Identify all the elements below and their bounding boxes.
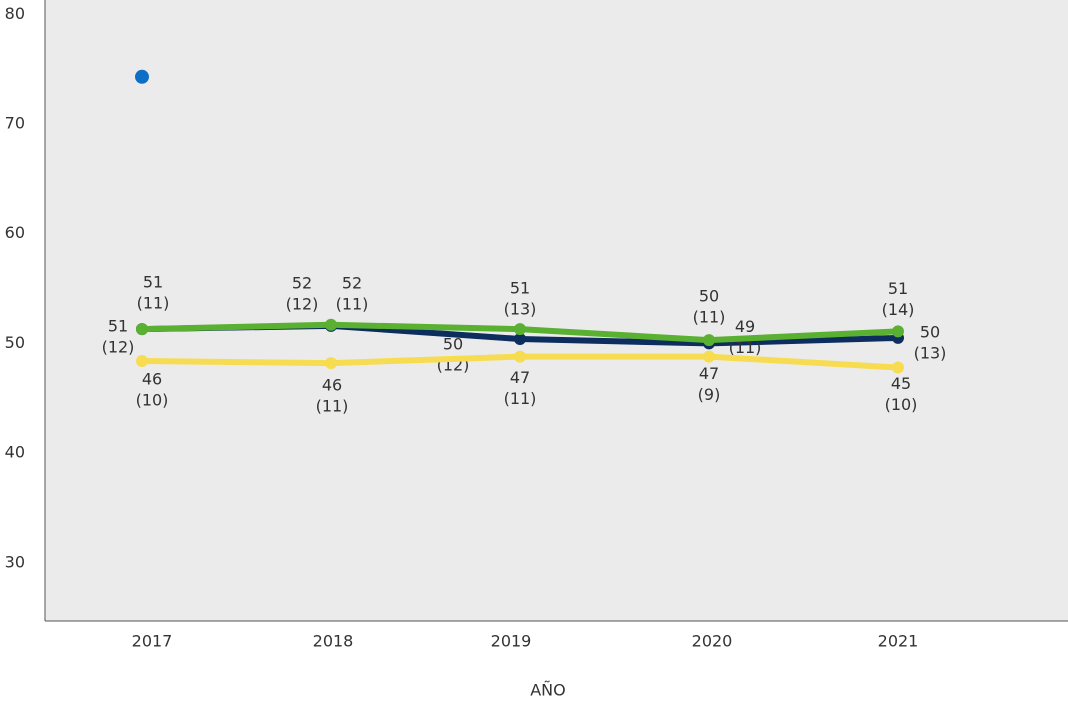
- y-tick-label: 50: [5, 333, 25, 352]
- point-label: 51: [510, 279, 530, 298]
- point-label: (11): [316, 397, 349, 416]
- point-label: 50: [920, 322, 940, 341]
- point-label: 50: [443, 335, 463, 354]
- data-point: [703, 334, 715, 347]
- point-label: (11): [504, 389, 537, 408]
- point-label: (11): [336, 294, 369, 313]
- data-point: [892, 325, 904, 338]
- point-label: 50: [699, 287, 719, 306]
- point-label: 46: [322, 376, 342, 395]
- plot-area: [45, 0, 1068, 621]
- data-point: [135, 69, 149, 84]
- point-label: 51: [143, 273, 163, 292]
- data-point: [136, 323, 148, 336]
- point-label: 45: [891, 374, 911, 393]
- point-label: 46: [142, 369, 162, 388]
- data-point: [136, 354, 148, 367]
- point-label: (10): [136, 390, 169, 409]
- point-label: 52: [342, 273, 362, 292]
- x-tick-label: 2017: [132, 632, 173, 651]
- data-point: [325, 357, 337, 370]
- data-point: [514, 350, 526, 363]
- y-tick-label: 80: [5, 4, 25, 23]
- point-label: (11): [693, 308, 726, 327]
- x-tick-label: 2020: [692, 632, 733, 651]
- data-point: [703, 350, 715, 363]
- point-label: 52: [292, 273, 312, 292]
- point-label: (10): [885, 395, 918, 414]
- point-label: (12): [102, 338, 135, 357]
- point-label: 49: [735, 317, 755, 336]
- x-axis-title: AÑO: [530, 681, 566, 700]
- x-tick-label: 2019: [491, 632, 532, 651]
- data-point: [892, 361, 904, 374]
- point-label: (9): [698, 385, 721, 404]
- point-label: (13): [504, 300, 537, 319]
- y-tick-label: 30: [5, 552, 25, 571]
- data-point: [325, 318, 337, 331]
- point-label: 51: [888, 279, 908, 298]
- point-label: (12): [286, 294, 319, 313]
- point-label: (11): [729, 338, 762, 357]
- point-label: (11): [137, 294, 170, 313]
- data-point: [514, 333, 526, 346]
- point-label: 47: [699, 364, 719, 383]
- point-label: 47: [510, 368, 530, 387]
- y-tick-label: 40: [5, 443, 25, 462]
- y-tick-label: 60: [5, 223, 25, 242]
- x-tick-label: 2018: [313, 632, 354, 651]
- x-tick-label: 2021: [878, 632, 919, 651]
- data-point: [514, 323, 526, 336]
- point-label: (13): [914, 343, 947, 362]
- point-label: (14): [882, 300, 915, 319]
- y-tick-label: 70: [5, 113, 25, 132]
- point-label: 51: [108, 317, 128, 336]
